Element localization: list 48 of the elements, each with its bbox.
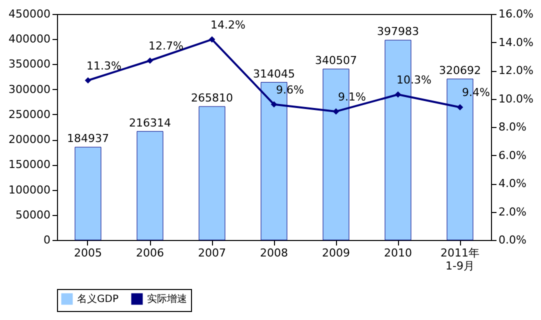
x-tick-label: 2010 xyxy=(384,246,412,260)
y-tick-label: 150000 xyxy=(8,158,50,172)
y-tick-label: 350000 xyxy=(8,58,50,71)
x-tick-label: 2005 xyxy=(74,246,102,260)
x-tick-label: 2008 xyxy=(260,246,288,260)
data-label: 12.7% xyxy=(148,40,184,53)
point xyxy=(394,91,402,98)
y2-tick-label: 6.0% xyxy=(498,148,526,162)
x-tick-label: 2007 xyxy=(198,246,226,260)
data-label: 11.3% xyxy=(86,59,122,72)
y2-tick-label: 16.0% xyxy=(498,8,534,20)
y-tick-label: 400000 xyxy=(8,32,50,46)
data-label: 397983 xyxy=(377,25,419,38)
point xyxy=(146,57,154,64)
data-label: 265810 xyxy=(191,92,233,105)
y-tick-label: 100000 xyxy=(8,183,50,196)
bar xyxy=(198,106,226,240)
legend-label: 名义GDP xyxy=(77,293,118,305)
y-tick-label: 200000 xyxy=(8,133,50,146)
data-label: 340507 xyxy=(315,54,357,67)
bar xyxy=(136,131,164,240)
y2-tick-label: 14.0% xyxy=(498,36,534,49)
y-tick-label: 50000 xyxy=(16,208,50,222)
data-label: 184937 xyxy=(67,132,109,146)
y-tick-label: 450000 xyxy=(8,8,50,20)
y2-tick-label: 12.0% xyxy=(498,64,534,77)
x-tick-label: 2009 xyxy=(322,246,350,260)
y2-tick-label: 4.0% xyxy=(498,177,526,190)
x-tick-label: 2006 xyxy=(136,246,164,260)
point xyxy=(332,108,340,115)
data-label: 314045 xyxy=(253,67,295,80)
point xyxy=(456,104,464,110)
y2-tick-label: 2.0% xyxy=(498,205,526,218)
x-tick-label: 2011年 1-9月 xyxy=(440,246,480,272)
legend-label: 实际增速 xyxy=(147,293,187,305)
point xyxy=(270,101,278,108)
y2-tick-label: 0.0% xyxy=(498,234,526,246)
y-tick-label: 300000 xyxy=(8,82,50,96)
y2-tick-label: 8.0% xyxy=(498,120,526,134)
point xyxy=(84,77,92,84)
y-tick-label: 0 xyxy=(44,234,50,246)
data-label: 14.2% xyxy=(210,18,246,32)
data-label: 320692 xyxy=(439,64,481,77)
data-label: 216314 xyxy=(129,116,171,130)
bar xyxy=(74,146,102,240)
y-tick-label: 250000 xyxy=(8,108,50,121)
point xyxy=(208,36,216,43)
y2-tick-label: 10.0% xyxy=(498,92,534,106)
